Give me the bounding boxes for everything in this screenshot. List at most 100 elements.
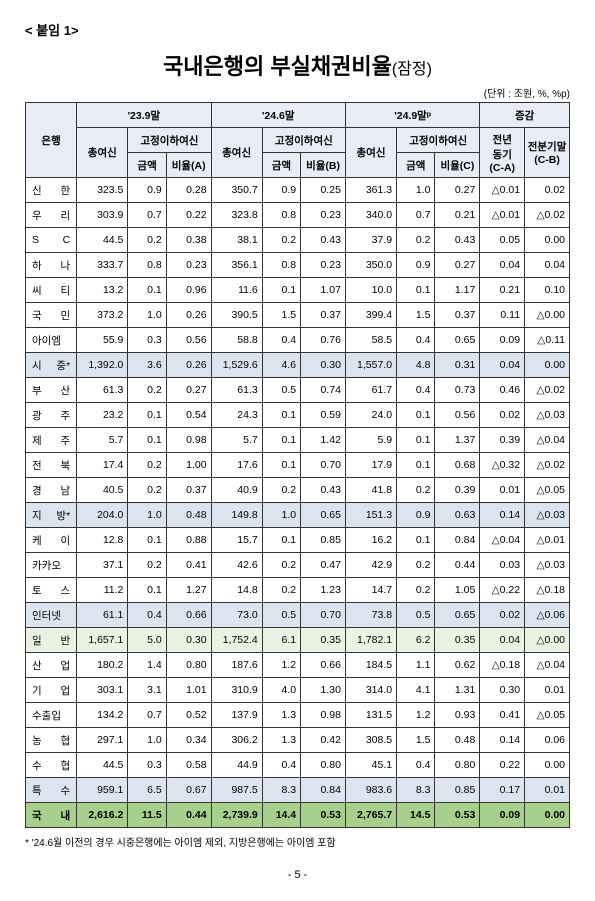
data-cell: 297.1 [77, 728, 128, 753]
bank-cell: 전 북 [26, 453, 77, 478]
data-cell: 0.48 [435, 728, 480, 753]
th-amt2: 금액 [262, 153, 300, 178]
data-cell: 5.0 [128, 628, 166, 653]
data-cell: 8.3 [262, 778, 300, 803]
data-cell: 0.01 [480, 478, 525, 503]
data-cell: 180.2 [77, 653, 128, 678]
data-cell: 0.43 [301, 478, 346, 503]
data-cell: 2,739.9 [211, 803, 262, 828]
table-row: 산 업180.21.40.80187.61.20.66184.51.10.62△… [26, 653, 570, 678]
table-row: 부 산61.30.20.2761.30.50.7461.70.40.730.46… [26, 378, 570, 403]
th-ratioA: 비율(A) [166, 153, 211, 178]
data-cell: 333.7 [77, 253, 128, 278]
data-cell: △0.18 [525, 578, 570, 603]
data-cell: 0.27 [435, 178, 480, 203]
data-cell: 0.01 [525, 678, 570, 703]
data-cell: 0.2 [397, 478, 435, 503]
table-row: 기 업303.13.11.01310.94.01.30314.04.11.310… [26, 678, 570, 703]
data-cell: 0.68 [435, 453, 480, 478]
data-cell: 1.00 [166, 453, 211, 478]
data-cell: 0.14 [480, 503, 525, 528]
data-cell: 0.84 [301, 778, 346, 803]
table-row: 전 북17.40.21.0017.60.10.7017.90.10.68△0.3… [26, 453, 570, 478]
table-row: 시 중*1,392.03.60.261,529.64.60.301,557.04… [26, 353, 570, 378]
data-cell: △0.03 [525, 553, 570, 578]
data-cell: 0.3 [128, 328, 166, 353]
bank-cell: 케 이 [26, 528, 77, 553]
data-cell: 0.1 [262, 528, 300, 553]
data-cell: 0.1 [262, 428, 300, 453]
data-cell: △0.18 [480, 653, 525, 678]
data-cell: 0.98 [166, 428, 211, 453]
bank-cell: 제 주 [26, 428, 77, 453]
table-row: 경 남40.50.20.3740.90.20.4341.80.20.390.01… [26, 478, 570, 503]
bank-cell: 산 업 [26, 653, 77, 678]
data-cell: 61.1 [77, 603, 128, 628]
th-change: 증감 [480, 103, 570, 128]
data-cell: 4.6 [262, 353, 300, 378]
data-cell: 0.98 [301, 703, 346, 728]
table-row: 국 내2,616.211.50.442,739.914.40.532,765.7… [26, 803, 570, 828]
data-cell: 0.02 [480, 603, 525, 628]
data-cell: 0.58 [166, 753, 211, 778]
data-cell: 0.62 [435, 653, 480, 678]
data-cell: 0.80 [166, 653, 211, 678]
data-cell: 0.35 [435, 628, 480, 653]
data-cell: △0.05 [525, 478, 570, 503]
data-cell: 0.1 [397, 453, 435, 478]
bank-cell: 토 스 [26, 578, 77, 603]
data-cell: 0.04 [480, 253, 525, 278]
data-cell: △0.03 [525, 403, 570, 428]
data-cell: 0.7 [397, 203, 435, 228]
data-cell: 58.5 [345, 328, 396, 353]
data-cell: 0.65 [435, 328, 480, 353]
data-cell: 11.5 [128, 803, 166, 828]
th-period1: '23.9말 [77, 103, 211, 128]
data-cell: 42.6 [211, 553, 262, 578]
table-row: 하 나333.70.80.23356.10.80.23350.00.90.270… [26, 253, 570, 278]
data-cell: 340.0 [345, 203, 396, 228]
data-cell: △0.01 [480, 203, 525, 228]
data-cell: 61.7 [345, 378, 396, 403]
data-cell: 1.23 [301, 578, 346, 603]
data-cell: 0.43 [435, 228, 480, 253]
data-cell: 0.23 [166, 253, 211, 278]
data-cell: 4.8 [397, 353, 435, 378]
data-cell: 45.1 [345, 753, 396, 778]
attachment-label: < 붙임 1> [25, 20, 570, 39]
data-cell: 0.70 [301, 453, 346, 478]
th-sub1: 고정이하여신 [128, 128, 211, 153]
data-cell: 0.85 [301, 528, 346, 553]
data-cell: 983.6 [345, 778, 396, 803]
data-cell: 0.56 [435, 403, 480, 428]
data-cell: 14.4 [262, 803, 300, 828]
th-total2: 총여신 [211, 128, 262, 178]
data-cell: 1,557.0 [345, 353, 396, 378]
data-cell: 0.30 [480, 678, 525, 703]
data-cell: △0.03 [525, 503, 570, 528]
data-cell: 16.2 [345, 528, 396, 553]
data-cell: 0.2 [262, 228, 300, 253]
title-main: 국내은행의 부실채권비율 [163, 54, 392, 79]
data-cell: 350.0 [345, 253, 396, 278]
data-cell: 0.70 [301, 603, 346, 628]
page-title: 국내은행의 부실채권비율(잠정) [25, 49, 570, 81]
data-cell: 0.00 [525, 228, 570, 253]
data-cell: 1.31 [435, 678, 480, 703]
data-cell: 0.1 [397, 403, 435, 428]
table-row: 광 주23.20.10.5424.30.10.5924.00.10.560.02… [26, 403, 570, 428]
data-cell: 1.0 [128, 728, 166, 753]
data-cell: 0.53 [435, 803, 480, 828]
th-sub2: 고정이하여신 [262, 128, 345, 153]
data-cell: 0.63 [435, 503, 480, 528]
data-cell: 0.54 [166, 403, 211, 428]
bank-cell: 국 민 [26, 303, 77, 328]
data-cell: 0.03 [480, 553, 525, 578]
data-cell: 390.5 [211, 303, 262, 328]
data-cell: 0.2 [397, 553, 435, 578]
bank-cell: 부 산 [26, 378, 77, 403]
data-cell: 1,752.4 [211, 628, 262, 653]
bank-cell: 기 업 [26, 678, 77, 703]
data-cell: 0.43 [301, 228, 346, 253]
data-cell: 0.1 [128, 528, 166, 553]
